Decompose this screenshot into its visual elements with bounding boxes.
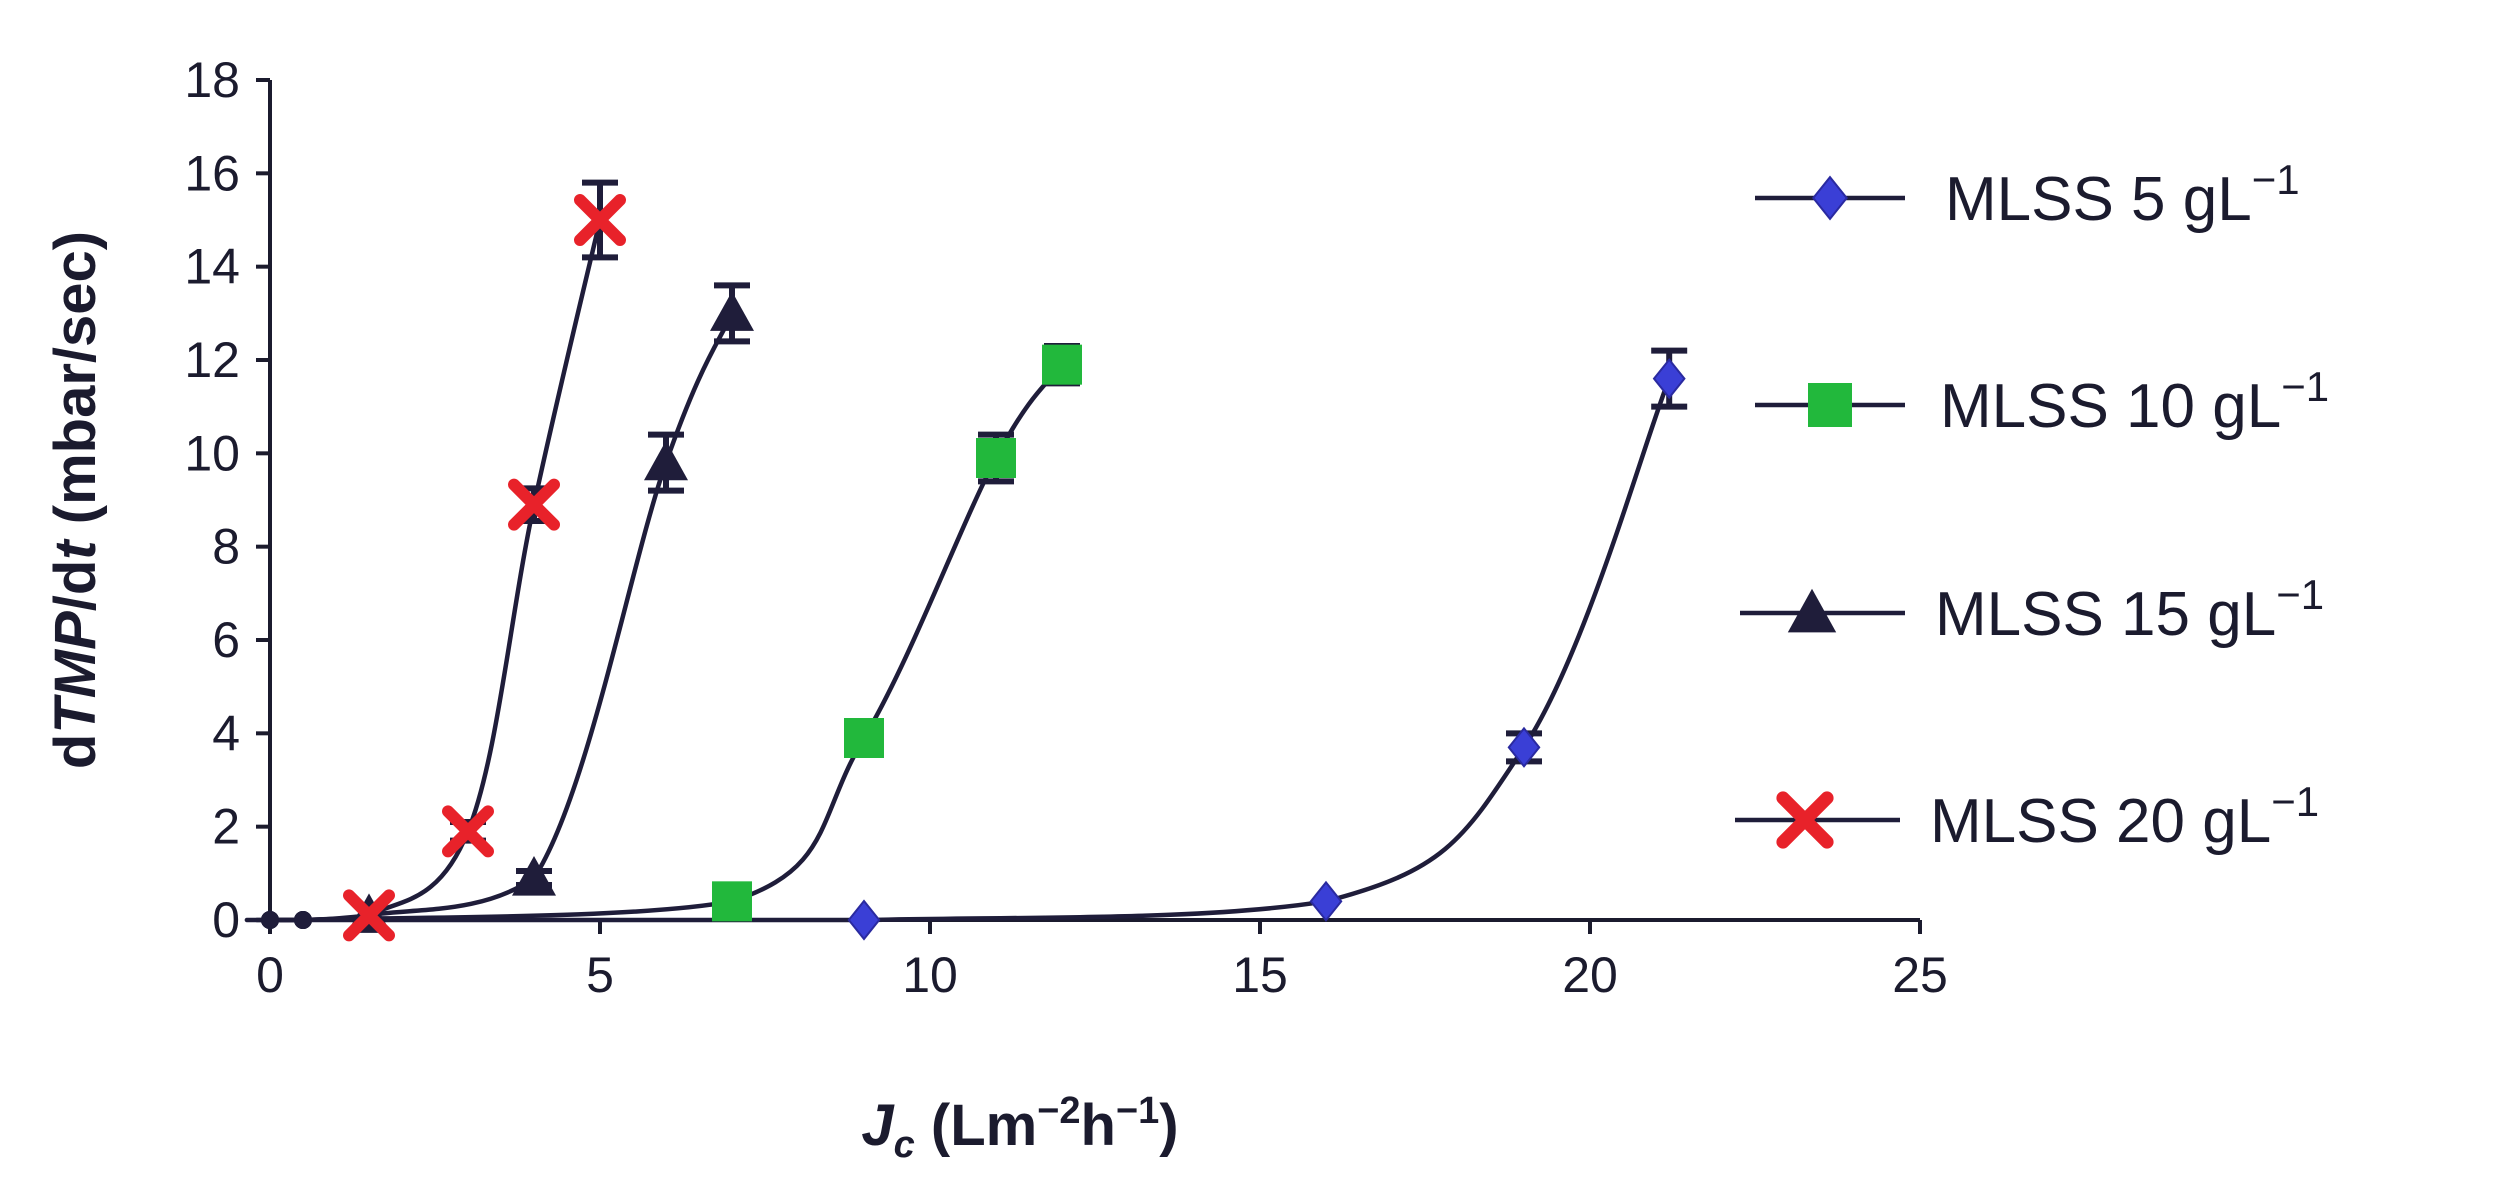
ticks: 0 5 10 15 20 25 0 2 4 6 8 10 12 14 16 18 [184,52,1947,1003]
data-point [976,438,1016,478]
legend-label-2-main: MLSS 15 gL [1935,580,2276,649]
x-tick-label: 25 [1892,947,1948,1003]
legend-item-3: MLSS 20 gL−1 [1735,778,2319,856]
legend-label-2: MLSS 15 gL−1 [1935,571,2324,649]
series-line-2 [269,312,735,923]
data-point [712,881,752,922]
y-axis-title-post: (mbar/sec) [43,231,108,540]
x-axis-title-mid: h [1081,1093,1116,1158]
x-axis-title-rest: (Lm [915,1093,1037,1158]
legend-label-2-sup: −1 [2276,571,2324,618]
markers [261,194,1686,942]
x-axis-title: Jc (Lm−2h−1) [861,1090,1178,1166]
x-axis-title-sup2: −1 [1116,1090,1159,1132]
legend-label-3-main: MLSS 20 gL [1930,787,2271,856]
legend-marker-2 [1787,588,1837,633]
data-point [574,194,626,246]
legend-marker-0 [1811,175,1849,221]
data-point [844,718,884,758]
axes [268,80,1920,922]
y-tick-label: 0 [212,892,240,948]
legend-item-1: MLSS 10 gL−1 [1755,363,2329,441]
legend: MLSS 5 gL−1 MLSS 10 gL−1 MLSS 15 gL−1 ML… [1735,156,2329,856]
legend-marker-shape [1808,383,1852,427]
legend-label-1-sup: −1 [2281,363,2329,410]
legend-marker-shape [1811,175,1849,221]
data-point [1309,880,1343,922]
y-tick-label: 14 [184,239,240,295]
y-axis-title-pre: d [43,734,108,769]
y-tick-label: 4 [212,705,240,761]
y-tick-label: 8 [212,519,240,575]
data-point [343,889,395,942]
legend-label-3-sup: −1 [2271,778,2319,825]
data-point [508,478,560,531]
y-tick-label: 10 [184,425,240,481]
legend-label-1-main: MLSS 10 gL [1940,372,2281,441]
series-line-1 [254,363,1064,923]
y-axis-title: dTMP/dt (mbar/sec) [43,231,108,769]
legend-item-0: MLSS 5 gL−1 [1755,156,2300,234]
data-point [512,856,556,896]
y-tick-label: 6 [212,612,240,668]
y-tick-label: 16 [184,145,240,201]
series-lines [244,219,1672,923]
legend-item-2: MLSS 15 gL−1 [1740,571,2324,649]
x-axis-title-main: J [861,1093,895,1158]
y-axis-title-italic: TMP [43,611,108,734]
legend-marker-shape [1776,791,1834,849]
legend-marker-3 [1776,791,1834,849]
data-point [442,805,494,858]
x-tick-label: 5 [586,947,614,1003]
y-tick-label: 2 [212,799,240,855]
legend-marker-1 [1808,383,1852,427]
data-point [847,899,881,941]
data-point [261,911,279,929]
x-axis-title-sub: c [894,1124,915,1166]
series-line-3 [269,219,603,923]
data-point [1507,726,1541,768]
x-tick-label: 20 [1562,947,1618,1003]
legend-label-0: MLSS 5 gL−1 [1945,156,2300,234]
legend-label-0-main: MLSS 5 gL [1945,165,2252,234]
data-point [294,911,312,929]
y-axis-title-italic2: t [43,538,108,560]
data-point [644,440,688,481]
x-axis-title-sup1: −2 [1037,1090,1080,1132]
y-tick-label: 18 [184,52,240,108]
y-axis-title-mid: /d [43,560,108,612]
data-point [1652,358,1686,400]
x-tick-label: 0 [256,947,284,1003]
legend-marker-shape [1787,588,1837,633]
legend-label-3: MLSS 20 gL−1 [1930,778,2319,856]
x-axis-title-end: ) [1159,1093,1178,1158]
x-tick-label: 10 [902,947,958,1003]
x-tick-label: 15 [1232,947,1288,1003]
data-point [710,291,754,331]
y-tick-label: 12 [184,332,240,388]
legend-label-0-sup: −1 [2252,156,2300,203]
legend-label-1: MLSS 10 gL−1 [1940,363,2329,441]
data-point [1042,344,1082,385]
